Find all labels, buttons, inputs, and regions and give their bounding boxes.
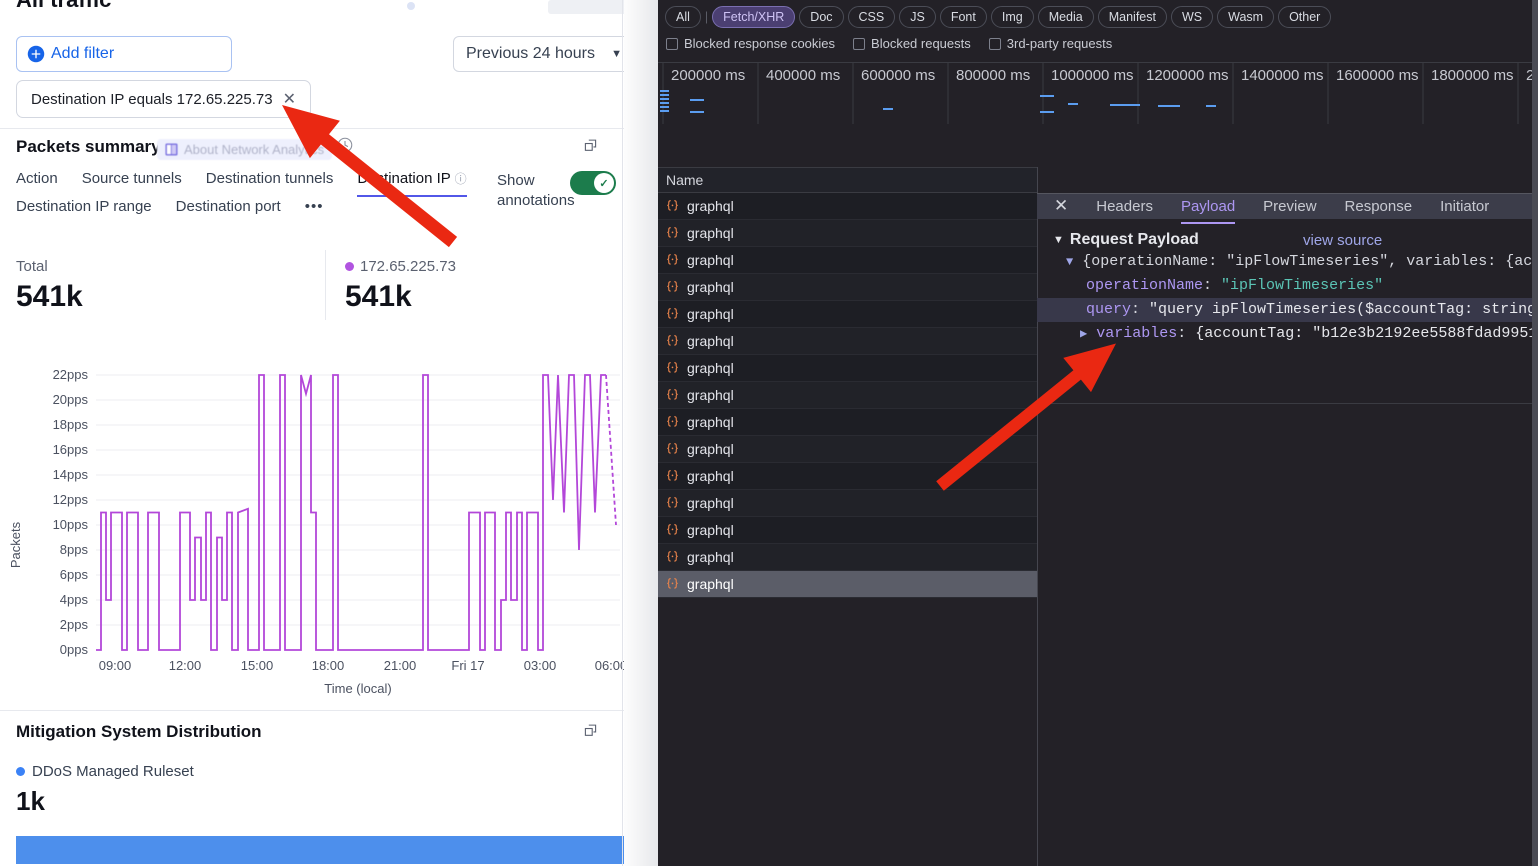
svg-text:2pps: 2pps — [60, 617, 89, 632]
svg-text:200000 ms: 200000 ms — [671, 67, 745, 84]
svg-text:09:00: 09:00 — [99, 658, 132, 673]
svg-text:8pps: 8pps — [60, 542, 89, 557]
svg-text:12:00: 12:00 — [169, 658, 202, 673]
svg-text:14pps: 14pps — [53, 467, 89, 482]
svg-text:1600000 ms: 1600000 ms — [1336, 67, 1419, 84]
svg-text:Fri 17: Fri 17 — [451, 658, 484, 673]
svg-text:600000 ms: 600000 ms — [861, 67, 935, 84]
svg-text:1000000 ms: 1000000 ms — [1051, 67, 1134, 84]
svg-text:1800000 ms: 1800000 ms — [1431, 67, 1514, 84]
svg-text:15:00: 15:00 — [241, 658, 274, 673]
svg-text:03:00: 03:00 — [524, 658, 557, 673]
svg-text:10pps: 10pps — [53, 517, 89, 532]
svg-text:Time (local): Time (local) — [324, 681, 391, 696]
svg-text:16pps: 16pps — [53, 442, 89, 457]
svg-text:400000 ms: 400000 ms — [766, 67, 840, 84]
svg-text:Packets: Packets — [8, 521, 23, 568]
svg-text:800000 ms: 800000 ms — [956, 67, 1030, 84]
svg-text:1400000 ms: 1400000 ms — [1241, 67, 1324, 84]
svg-text:06:00: 06:00 — [595, 658, 628, 673]
svg-text:21:00: 21:00 — [384, 658, 417, 673]
svg-text:2: 2 — [1526, 67, 1534, 84]
svg-text:22pps: 22pps — [53, 367, 89, 382]
svg-text:6pps: 6pps — [60, 567, 89, 582]
svg-text:18:00: 18:00 — [312, 658, 345, 673]
svg-text:18pps: 18pps — [53, 417, 89, 432]
svg-text:1200000 ms: 1200000 ms — [1146, 67, 1229, 84]
svg-text:20pps: 20pps — [53, 392, 89, 407]
svg-text:4pps: 4pps — [60, 592, 89, 607]
svg-text:0pps: 0pps — [60, 642, 89, 657]
svg-text:12pps: 12pps — [53, 492, 89, 507]
